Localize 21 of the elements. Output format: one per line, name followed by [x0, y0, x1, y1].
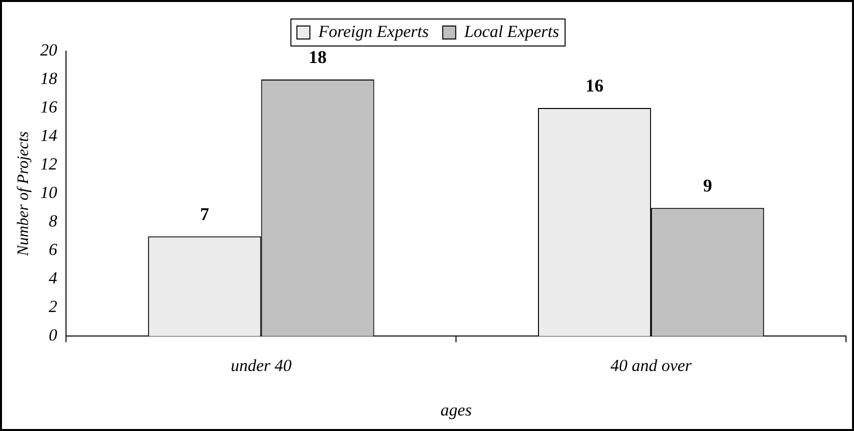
y-tick-label: 12 [40, 154, 58, 174]
x-tick-label: 40 and over [610, 356, 692, 375]
y-tick-label: 0 [48, 326, 58, 345]
y-axis-title: Number of Projects [14, 131, 32, 257]
data-label: 16 [586, 76, 604, 96]
x-tick-label: under 40 [230, 356, 292, 375]
data-label: 7 [200, 204, 210, 224]
data-label: 18 [308, 47, 327, 68]
y-tick-label: 10 [40, 183, 58, 202]
y-tick-label: 16 [40, 98, 58, 117]
y-tick-label: 18 [40, 68, 58, 88]
y-tick-label: 8 [48, 212, 58, 231]
y-tick-label: 6 [48, 240, 58, 260]
x-axis-title: ages [440, 400, 472, 420]
data-label: 9 [703, 176, 712, 196]
y-tick-label: 2 [48, 297, 58, 316]
legend-label: Local Experts [463, 22, 560, 41]
legend-label: Foreign Experts [317, 22, 430, 41]
y-tick-label: 14 [40, 126, 58, 146]
y-tick-label: 4 [48, 268, 58, 288]
y-tick-label: 20 [40, 40, 58, 60]
